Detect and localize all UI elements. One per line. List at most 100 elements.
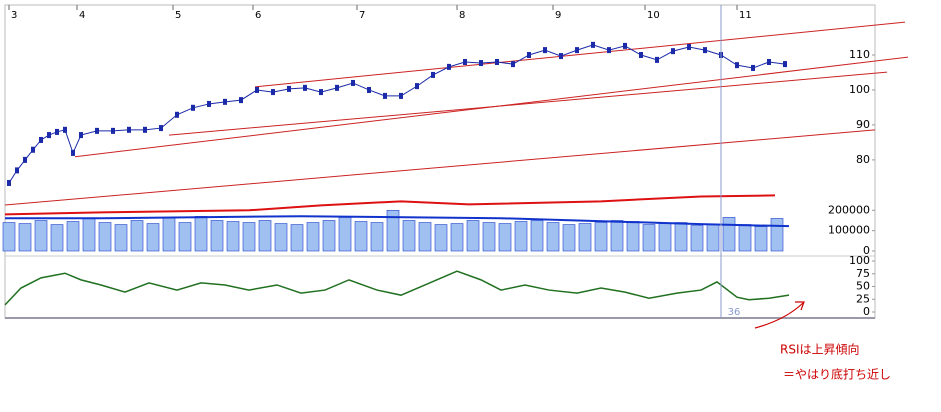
volume-bar [562,224,576,252]
volume-bar [578,223,592,252]
volume-bar [402,220,416,252]
x-tick-label: 9 [555,10,561,21]
y-tick-label: 100 [849,254,870,267]
candle [447,63,451,70]
y-tick-label: 110 [849,48,870,61]
arrow [754,302,804,329]
candle [159,125,163,132]
volume-bar [642,224,656,252]
candle [271,89,275,96]
volume-bar [178,222,192,252]
y-tick-label: 80 [856,153,870,166]
volume-bar [322,220,336,252]
candle [543,47,547,54]
volume-bar [546,222,560,252]
volume-bar [354,221,368,252]
volume-bar [306,222,320,252]
volume-bar [162,217,176,252]
volume-bar [2,222,16,252]
annotation: ＝やはり底打ち近し [783,367,891,382]
volume-bar [722,217,736,252]
x-tick-label: 5 [175,10,181,21]
volume-bar [498,223,512,252]
x-tick-label: 4 [79,10,85,21]
volume-bar [530,220,544,252]
price-line [4,270,790,306]
candle [623,42,627,49]
y-tick-label: 100000 [828,224,870,237]
candle [383,92,387,99]
arrow-head [795,301,805,311]
moving-average [4,194,776,216]
volume-bar [482,222,496,252]
candle [591,41,595,48]
candle [575,47,579,54]
candle [143,126,147,133]
volume-bar [770,218,784,252]
volume-bar [338,217,352,252]
y-tick-label: 90 [856,118,870,131]
volume-bar [370,222,384,252]
candle [495,58,499,65]
candle [71,149,75,156]
candle [527,52,531,58]
candle [47,132,51,139]
volume-bar [210,220,224,252]
candle [239,97,243,104]
candle [31,146,35,153]
candle [7,179,11,186]
candle [79,132,83,139]
x-tick-label: 6 [255,10,261,21]
candle [39,136,43,143]
volume-bar [34,220,48,252]
y-tick-label: 0 [863,305,870,318]
volume-bar [50,224,64,252]
x-tick-label: 7 [359,10,365,21]
volume-bar [690,225,704,252]
candle [55,128,59,135]
candle [511,61,515,68]
y-tick-label: 25 [856,292,870,305]
volume-bar [98,222,112,252]
volume-bar [386,209,400,252]
y-tick-label: 0 [863,244,870,257]
candle [399,92,403,99]
volume-bar [738,224,752,252]
candle [431,71,435,78]
candle [703,47,707,54]
volume-bar [114,224,128,252]
candle [255,86,259,93]
candle [335,84,339,91]
volume-bar [754,226,768,252]
volume-bar [594,222,608,252]
candle [111,127,115,134]
volume-bar [274,223,288,252]
frame [4,4,876,319]
candle [95,127,99,134]
candle [191,104,195,111]
volume-bar [514,221,528,252]
candle [175,111,179,118]
volume-bar [18,223,32,252]
y-tick-label: 50 [856,280,870,293]
candle [287,85,291,92]
volume-bar [610,220,624,252]
y-tick-label: 200000 [828,203,870,216]
moving-average [5,215,790,228]
candle [15,167,19,174]
trend-line [4,129,876,206]
volume-bar [290,224,304,252]
trend-line [168,71,888,136]
trend-line [254,21,906,88]
candle [607,47,611,54]
x-tick-label: 3 [11,10,17,21]
candle [735,62,739,69]
volume-bar [466,220,480,252]
volume-bar [450,223,464,252]
volume-bar [66,221,80,252]
volume-bar [226,221,240,252]
candle [463,58,467,65]
volume-bar [146,223,160,252]
y-tick-label: 100 [849,83,870,96]
